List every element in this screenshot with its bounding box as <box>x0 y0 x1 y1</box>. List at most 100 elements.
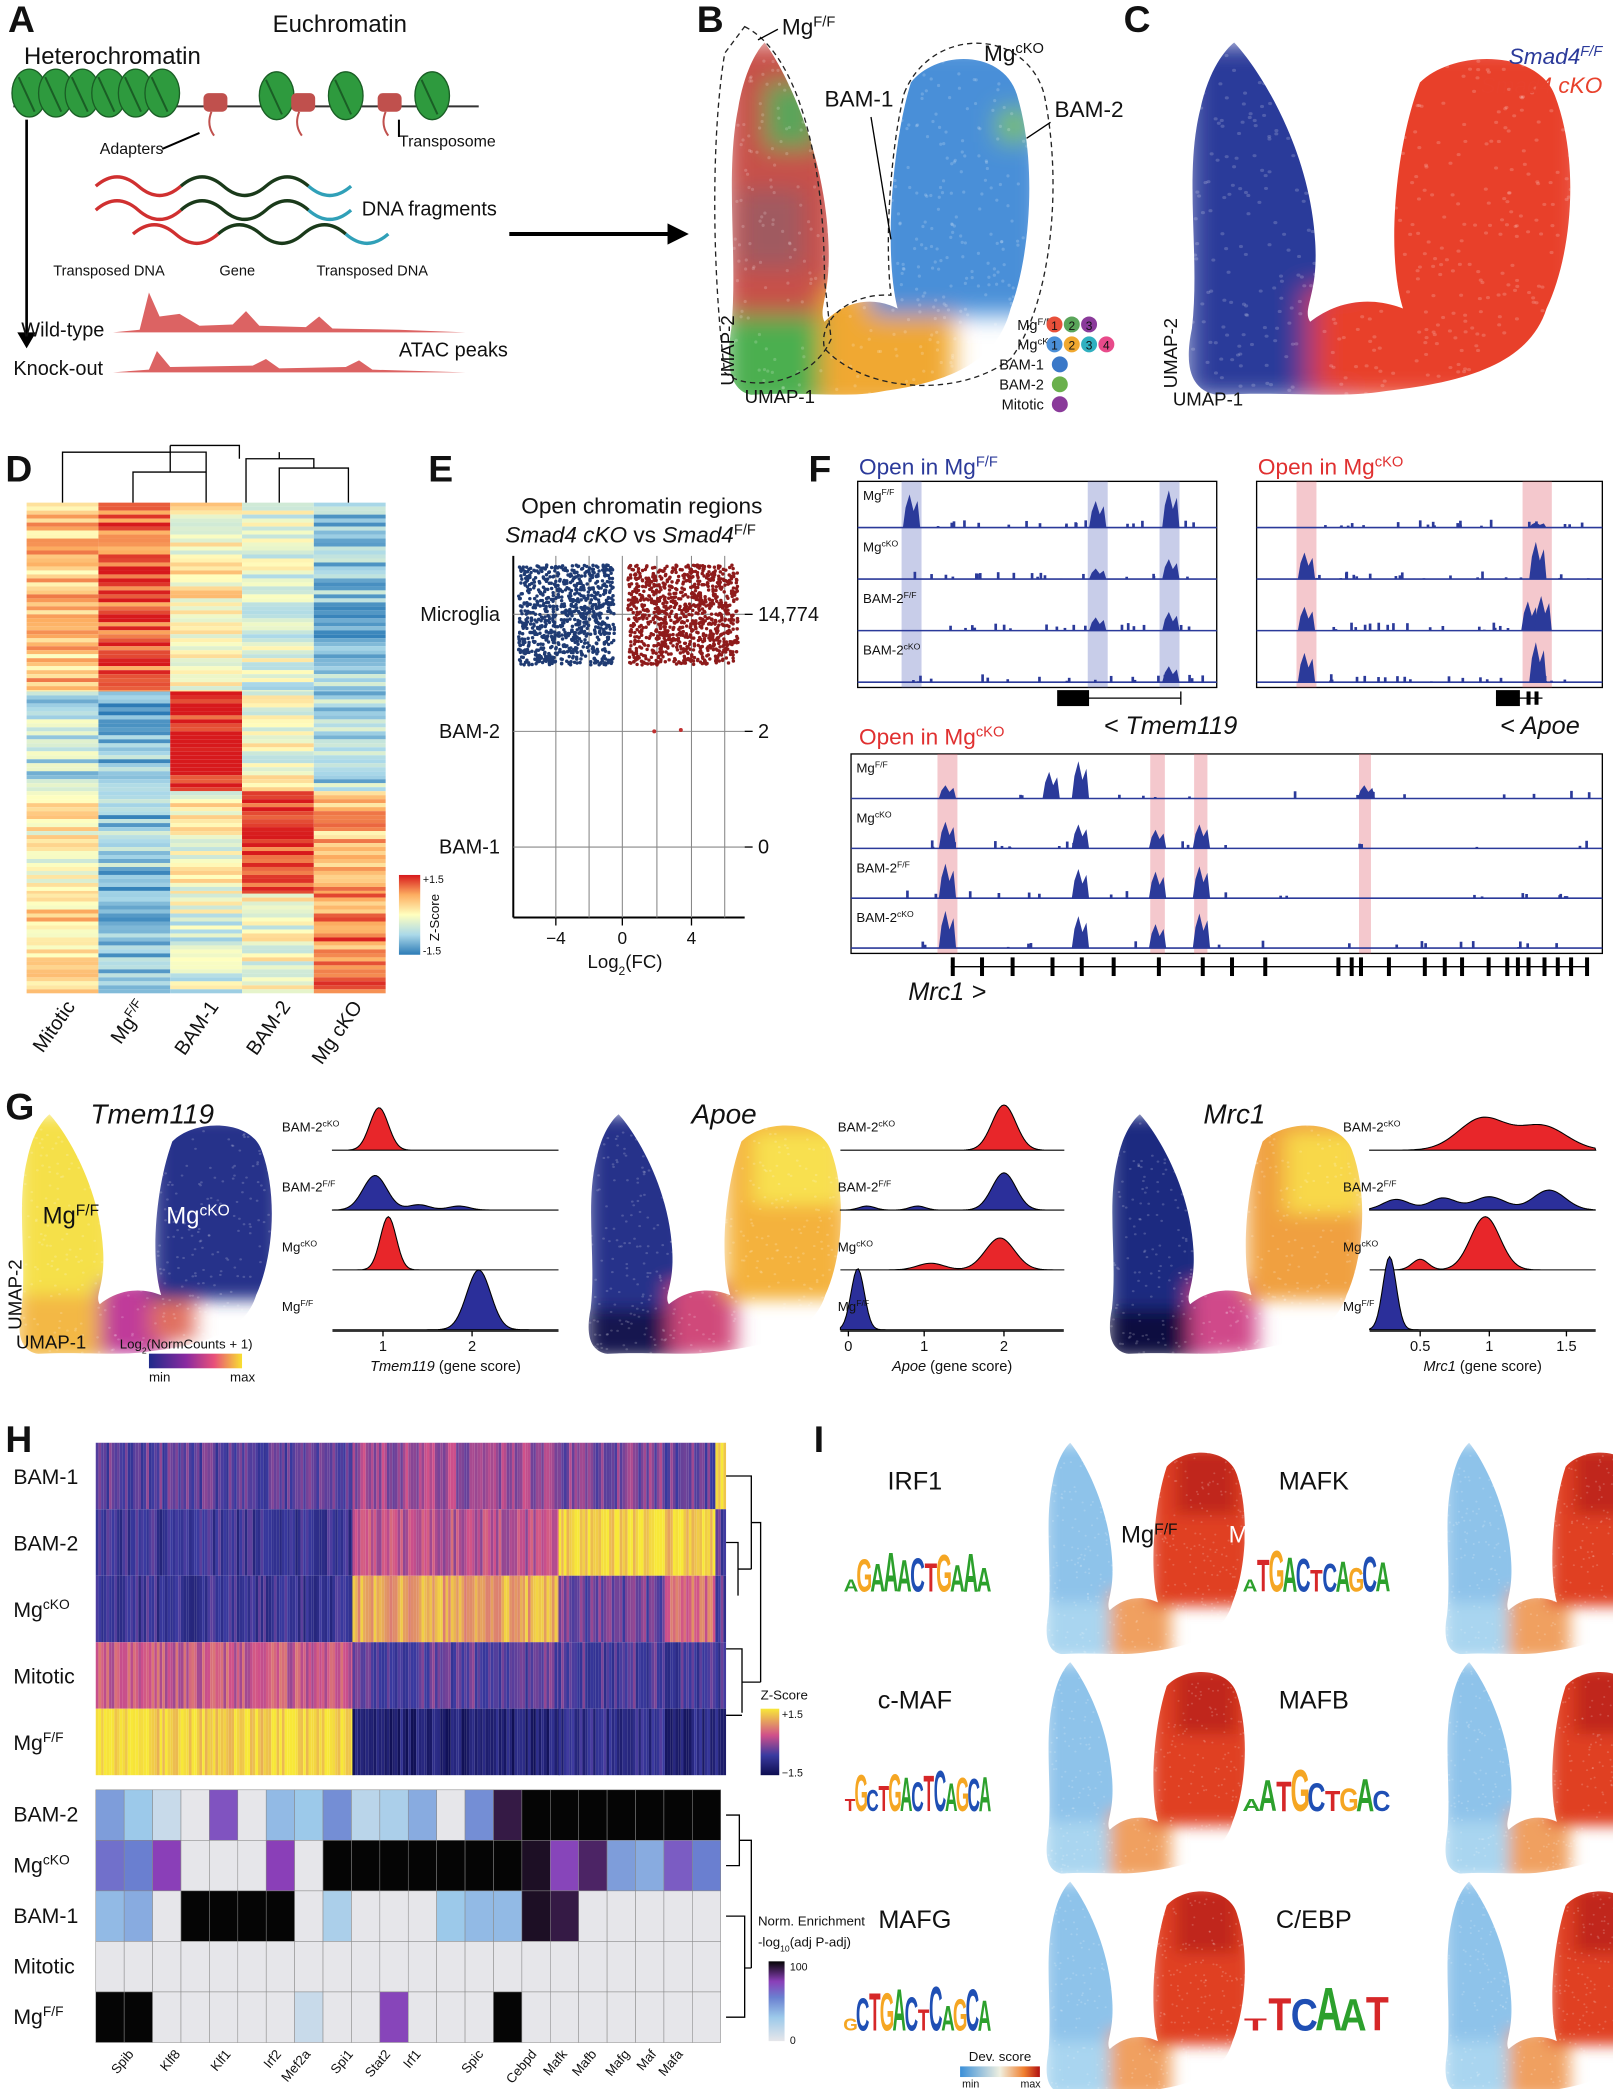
point <box>533 618 537 622</box>
heatmap-cell <box>26 598 99 603</box>
legend-swatch <box>1098 336 1115 353</box>
label-part: Mg <box>856 761 874 776</box>
umap-speckle <box>658 1274 662 1277</box>
point <box>647 613 651 618</box>
point <box>650 566 655 570</box>
umap-speckle <box>785 269 789 273</box>
umap-speckle <box>746 1275 750 1278</box>
umap-speckle <box>255 1199 259 1202</box>
point <box>661 654 665 659</box>
heatmap-cell <box>242 925 314 930</box>
umap-speckle <box>609 1310 613 1313</box>
heatmap-cell <box>26 711 99 716</box>
track-bar <box>1131 676 1135 683</box>
umap-speckle <box>1237 131 1242 136</box>
umap-speckle <box>948 96 952 100</box>
exon <box>1460 957 1465 977</box>
umap-speckle <box>820 1247 824 1250</box>
arrow <box>161 132 200 150</box>
heatmap-cell <box>313 610 386 615</box>
track-bar <box>1461 677 1465 683</box>
umap-speckle <box>779 139 783 144</box>
point <box>637 616 641 621</box>
track-bar <box>1492 622 1496 631</box>
point <box>723 583 727 587</box>
heatmap-cell <box>26 634 99 639</box>
umap-speckle <box>233 1174 236 1177</box>
heatmap-cell <box>313 654 386 659</box>
heatmap-cell <box>170 642 243 647</box>
umap-speckle <box>235 1200 239 1204</box>
point <box>535 594 539 598</box>
point <box>634 572 638 577</box>
umap-speckle <box>971 336 975 340</box>
umap-speckle <box>822 1146 826 1149</box>
track-bar <box>1006 679 1010 683</box>
heatmap-cell <box>98 650 171 655</box>
point <box>547 651 551 656</box>
heatmap-cell <box>98 945 171 950</box>
heatmap-cell <box>170 945 243 950</box>
umap-speckle <box>1209 152 1214 156</box>
track-bar <box>1074 522 1078 528</box>
point <box>709 631 713 635</box>
umap-speckle <box>616 1144 619 1147</box>
point <box>534 631 538 635</box>
heatmap-cell <box>170 522 243 527</box>
point <box>630 567 634 572</box>
umap-speckle <box>81 1283 84 1287</box>
umap-speckle <box>924 246 928 250</box>
umap-speckle <box>166 1236 170 1239</box>
point <box>714 657 718 661</box>
point <box>594 574 599 579</box>
point <box>609 596 614 600</box>
point <box>635 628 639 632</box>
umap-speckle <box>1463 330 1468 334</box>
point <box>524 565 529 569</box>
umap-speckle <box>893 178 897 183</box>
heatmap-cell <box>242 767 314 772</box>
umap-speckle <box>216 1250 220 1254</box>
umap-speckle <box>1205 360 1210 364</box>
umap-speckle <box>184 1279 188 1282</box>
point <box>586 649 591 653</box>
umap-speckle <box>1501 67 1506 71</box>
umap-speckle <box>1481 333 1486 337</box>
umap-speckle <box>1476 348 1481 353</box>
umap-speckle <box>772 190 776 195</box>
point <box>575 599 579 604</box>
umap-speckle <box>178 1303 182 1306</box>
exon <box>1442 957 1447 977</box>
point <box>685 618 690 623</box>
umap-speckle <box>93 1260 96 1263</box>
point <box>591 645 595 649</box>
umap-speckle <box>972 78 976 82</box>
point <box>586 623 591 628</box>
heatmap-cell <box>170 518 243 523</box>
point <box>553 659 558 664</box>
point <box>672 595 676 600</box>
umap-speckle <box>1415 269 1420 273</box>
umap-speckle <box>1291 154 1296 158</box>
heatmap-cell <box>170 874 243 879</box>
umap-speckle <box>787 241 792 245</box>
umap-speckle <box>156 1250 160 1253</box>
heatmap-cell <box>26 981 99 986</box>
point <box>646 644 650 648</box>
umap-speckle <box>752 1200 756 1203</box>
umap-speckle <box>186 1307 190 1310</box>
point <box>731 566 735 571</box>
label-part: cKO <box>881 539 898 549</box>
point <box>525 626 529 631</box>
umap-speckle <box>814 1195 817 1198</box>
umap-speckle <box>942 315 947 320</box>
umap-speckle <box>621 1131 625 1134</box>
point <box>557 642 561 647</box>
point <box>536 626 540 631</box>
umap-speckle <box>48 1166 51 1169</box>
umap-speckle <box>751 1224 755 1227</box>
point <box>717 659 721 663</box>
track-bar <box>1084 520 1088 528</box>
umap-speckle <box>1302 284 1307 288</box>
point <box>578 660 582 665</box>
